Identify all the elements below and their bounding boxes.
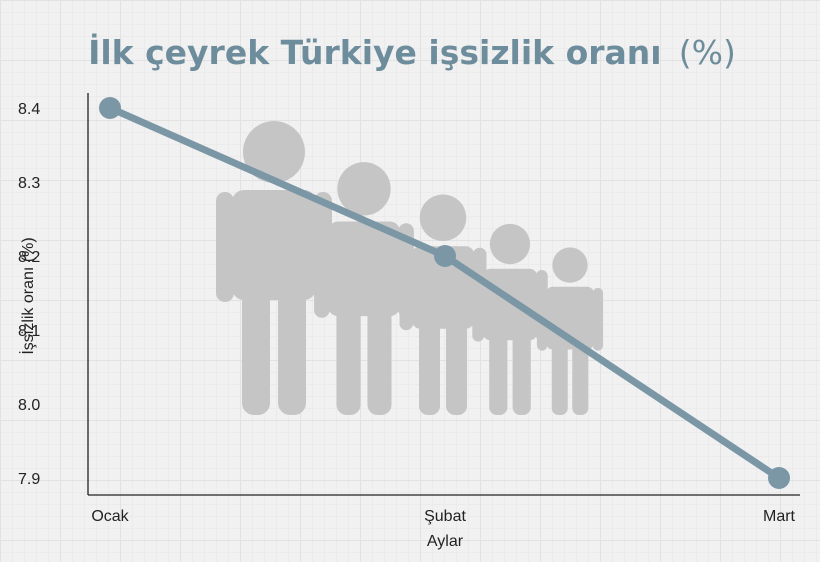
y-tick-labels: 8.4 8.3 8.2 8.1 8.0 7.9 [18,101,40,488]
chart-title: İlk çeyrek Türkiye işsizlik oranı (%) [88,32,736,72]
y-tick-label: 8.4 [18,101,40,118]
chart-title-unit: (%) [679,33,736,72]
chart-title-main: İlk çeyrek Türkiye işsizlik oranı [88,32,662,72]
y-tick-label: 7.9 [18,471,40,488]
person-silhouette-icon [314,162,414,415]
y-tick-label: 8.2 [18,249,40,266]
y-tick-label: 8.3 [18,175,40,192]
person-silhouette-icon [536,247,604,415]
x-axis-label: Aylar [427,533,464,550]
x-tick-labels: Ocak Şubat Mart [91,508,795,525]
x-tick-label: Mart [763,508,796,525]
series-group [99,97,790,489]
y-tick-label: 8.1 [18,323,40,340]
y-axis-label: İşsizlik oranı (%) [18,237,37,354]
data-point [768,467,790,489]
data-point [434,245,456,267]
x-tick-label: Şubat [424,508,466,525]
y-tick-label: 8.0 [18,397,40,414]
people-silhouettes-icon [216,121,604,415]
data-point [99,97,121,119]
x-tick-label: Ocak [91,508,129,525]
